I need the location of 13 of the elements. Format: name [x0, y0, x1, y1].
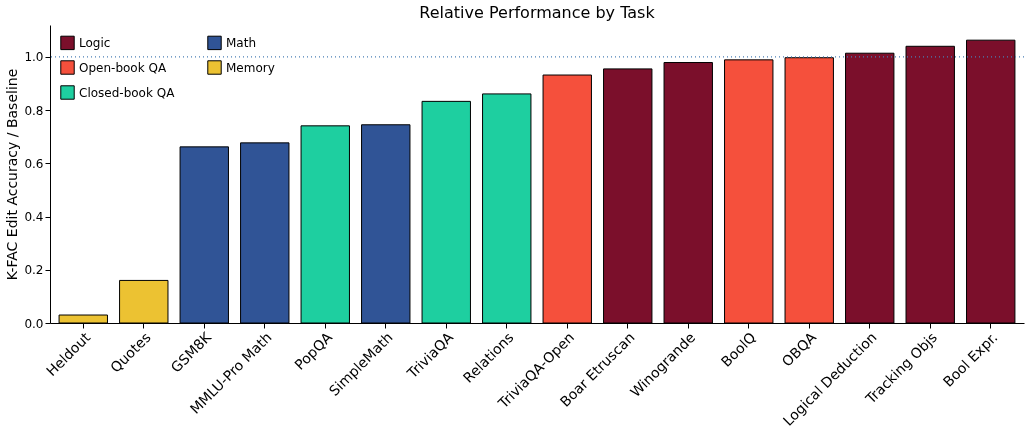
y-tick-label: 0.6 [24, 156, 44, 171]
legend-label: Open-book QA [79, 60, 167, 75]
y-tick-label: 0.8 [24, 103, 44, 118]
y-tick-label: 0.2 [24, 263, 44, 278]
legend-label: Memory [226, 60, 275, 75]
y-tick-label: 0.4 [24, 210, 44, 225]
legend-label: Logic [79, 35, 111, 50]
y-tick-label: 1.0 [24, 50, 44, 65]
y-tick-label: 0.0 [24, 316, 44, 331]
y-axis-title: K-FAC Edit Accuracy / Baseline [4, 68, 21, 281]
legend-label: Math [226, 35, 257, 50]
chart-title: Relative Performance by Task [419, 3, 656, 22]
legend-label: Closed-book QA [79, 85, 176, 100]
